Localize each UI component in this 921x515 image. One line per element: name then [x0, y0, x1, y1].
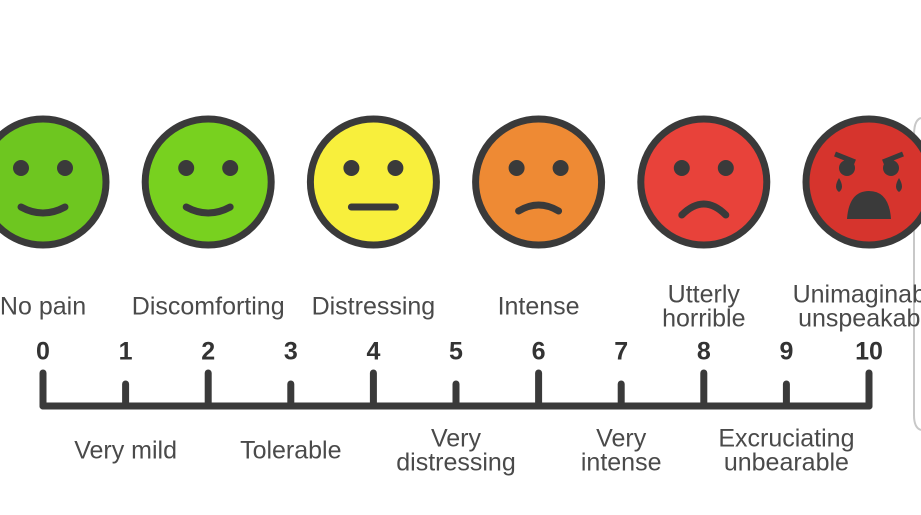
tear: [896, 178, 902, 192]
between-label: Very mild: [74, 437, 177, 465]
face-label: Unimaginable: [793, 281, 921, 309]
between-label: unbearable: [724, 449, 849, 477]
face-circle: [306, 115, 440, 249]
face-circle: [637, 115, 771, 249]
eye: [717, 160, 734, 176]
eye: [343, 160, 360, 176]
between-label: intense: [581, 449, 662, 477]
face: [472, 115, 606, 249]
face-circle: [0, 115, 110, 249]
scale-number: 4: [366, 338, 380, 366]
eye: [222, 160, 239, 176]
scale-number: 3: [284, 338, 298, 366]
eye: [387, 160, 404, 176]
face-label: Utterly: [668, 281, 741, 309]
between-label: Tolerable: [240, 437, 341, 465]
eye: [839, 160, 855, 176]
eye: [883, 160, 899, 176]
scroll-edge: [913, 117, 921, 431]
scale-number: 5: [449, 338, 463, 366]
face-label: Discomforting: [132, 293, 285, 321]
face-label: Intense: [498, 293, 580, 321]
eye: [13, 160, 29, 176]
mouth: [515, 201, 563, 215]
eye: [57, 160, 73, 176]
face-circle: [141, 115, 275, 249]
between-label: Excruciating: [718, 425, 854, 453]
mouth: [17, 203, 69, 217]
between-label: distressing: [396, 449, 516, 477]
tear: [836, 178, 842, 192]
between-label: Very: [596, 425, 647, 453]
eye: [673, 160, 690, 176]
face: [306, 115, 440, 249]
scale-number: 10: [855, 338, 883, 366]
scale-number: 6: [532, 338, 546, 366]
face: [141, 115, 275, 249]
scale-number: 8: [697, 338, 711, 366]
scale-number: 9: [779, 338, 793, 366]
face-label: horrible: [662, 305, 745, 333]
mouth: [847, 191, 891, 219]
mouth: [678, 200, 730, 219]
scale-number: 7: [614, 338, 628, 366]
face-circle: [472, 115, 606, 249]
scale-number: 2: [201, 338, 215, 366]
mouth: [182, 203, 234, 217]
ruler: [39, 369, 873, 410]
face-label: unspeakable: [798, 305, 921, 333]
face-circle: [802, 115, 921, 249]
face: [0, 115, 110, 249]
face-label: No pain: [0, 293, 86, 321]
brow: [834, 151, 904, 165]
faces: [0, 115, 921, 249]
between-label: Very: [431, 425, 482, 453]
eye: [178, 160, 195, 176]
scale-number: 1: [119, 338, 133, 366]
face: [637, 115, 771, 249]
eye: [508, 160, 525, 176]
face: [802, 115, 921, 249]
eye: [552, 160, 569, 176]
labels: No pain Discomforting Distressing Intense Ut…: [0, 281, 921, 477]
face-label: Distressing: [312, 293, 436, 321]
scale-number: 0: [36, 338, 50, 366]
